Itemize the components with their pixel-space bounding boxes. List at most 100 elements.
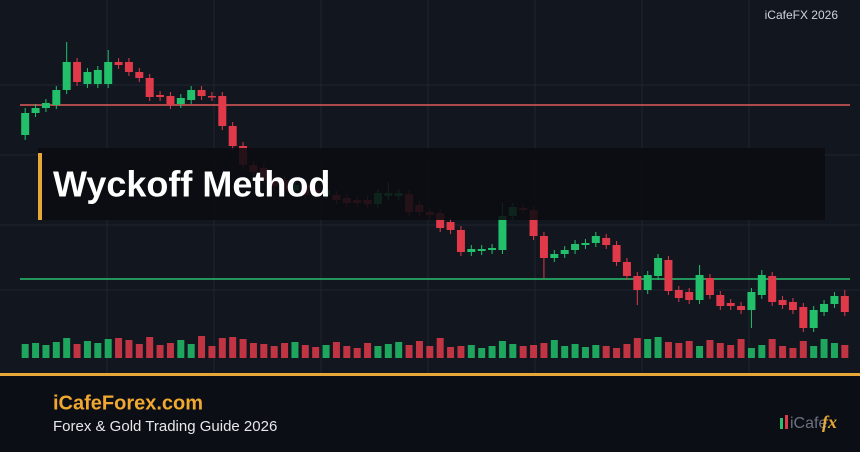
volume-bar: [312, 347, 320, 358]
volume-bar: [727, 345, 735, 358]
candle-body: [664, 260, 673, 291]
logo-right: fx: [822, 412, 837, 432]
volume-bar: [779, 346, 787, 358]
volume-bar: [281, 343, 289, 358]
volume-bar: [83, 341, 91, 358]
volume-bar: [737, 339, 745, 358]
candle-body: [560, 250, 569, 254]
volume-bar: [654, 337, 662, 358]
title: Wyckoff Method: [53, 164, 330, 205]
candle-body: [135, 72, 144, 78]
title-box: [38, 148, 825, 220]
volume-bar: [664, 342, 672, 358]
candle-body: [488, 248, 497, 250]
volume-bar: [364, 343, 372, 358]
volume-bar: [509, 344, 517, 358]
volume-bar: [395, 342, 403, 358]
plot: [20, 42, 850, 358]
volume-bar: [405, 345, 413, 358]
watermark: iCafeFX 2026: [765, 8, 839, 22]
title-accent: [38, 153, 42, 220]
volume-bar: [177, 340, 185, 358]
candle-body: [799, 307, 808, 328]
candle-body: [498, 216, 507, 250]
volume-bar: [561, 346, 569, 358]
volume-bar: [789, 348, 797, 358]
volume-bar: [218, 338, 226, 358]
volume-bar: [467, 345, 475, 358]
volume-bar: [52, 342, 60, 358]
volume-bar: [301, 345, 309, 358]
candle-body: [654, 258, 663, 276]
candle-body: [446, 222, 455, 230]
candle-body: [41, 103, 50, 108]
volume-bar: [685, 341, 693, 358]
candle-body: [218, 96, 227, 126]
candle-body: [622, 262, 631, 276]
volume-bar: [73, 344, 81, 358]
volume-bar: [21, 344, 29, 358]
volume-bar: [291, 342, 299, 358]
candle-body: [757, 275, 766, 295]
candle-body: [93, 70, 102, 84]
volume-bar: [187, 344, 195, 358]
volume-bar: [841, 345, 849, 358]
volume-bar: [104, 339, 112, 358]
candle-body: [529, 210, 538, 236]
candle-body: [571, 244, 580, 250]
candle-body: [228, 126, 237, 146]
candle-body: [840, 296, 849, 312]
volume-bar: [581, 347, 589, 358]
volume-bar: [63, 338, 71, 358]
candle-body: [104, 62, 113, 84]
candle-body: [778, 300, 787, 305]
volume-bar: [353, 348, 361, 358]
candle-body: [747, 292, 756, 310]
candle-body: [145, 78, 154, 97]
candle-body: [809, 310, 818, 328]
candle-body: [73, 62, 82, 82]
candle-body: [602, 238, 611, 245]
candle-body: [768, 276, 777, 302]
candle-body: [705, 278, 714, 295]
volume-bar: [322, 345, 330, 358]
volume-bar: [332, 342, 340, 358]
volume-bar: [260, 344, 268, 358]
candle-body: [436, 213, 445, 228]
volume-bar: [270, 346, 278, 358]
volume-bar: [820, 339, 828, 358]
candle-body: [62, 62, 71, 90]
candle-body: [477, 249, 486, 251]
candle-body: [156, 95, 165, 97]
subtitle: Forex & Gold Trading Guide 2026: [53, 418, 277, 435]
volume-bar: [696, 346, 704, 358]
volume-bar: [229, 337, 237, 358]
volume-bar: [384, 344, 392, 358]
volume-bar: [42, 345, 50, 358]
candle-body: [550, 254, 559, 258]
volume-bar: [115, 338, 123, 358]
candle-body: [467, 249, 476, 252]
candle-body: [633, 276, 642, 290]
volume-bar: [478, 348, 486, 358]
candle-body: [31, 108, 40, 113]
candle-body: [176, 98, 185, 104]
candle-body: [83, 72, 92, 84]
volume-bar: [550, 340, 558, 358]
candle-body: [643, 275, 652, 290]
site-name: iCafeForex.com: [53, 392, 203, 414]
candle-body: [674, 290, 683, 298]
candle-body: [612, 245, 621, 262]
volume-bar: [488, 346, 496, 358]
volume-bar: [519, 346, 527, 358]
volume-bar: [125, 340, 133, 358]
volume-bar: [633, 338, 641, 358]
volume-bar: [530, 345, 538, 358]
candle-body: [21, 113, 30, 135]
volume-bar: [644, 339, 652, 358]
volume-bar: [94, 343, 102, 358]
logo: iCafe fx: [780, 412, 837, 432]
candle-body: [456, 230, 465, 252]
